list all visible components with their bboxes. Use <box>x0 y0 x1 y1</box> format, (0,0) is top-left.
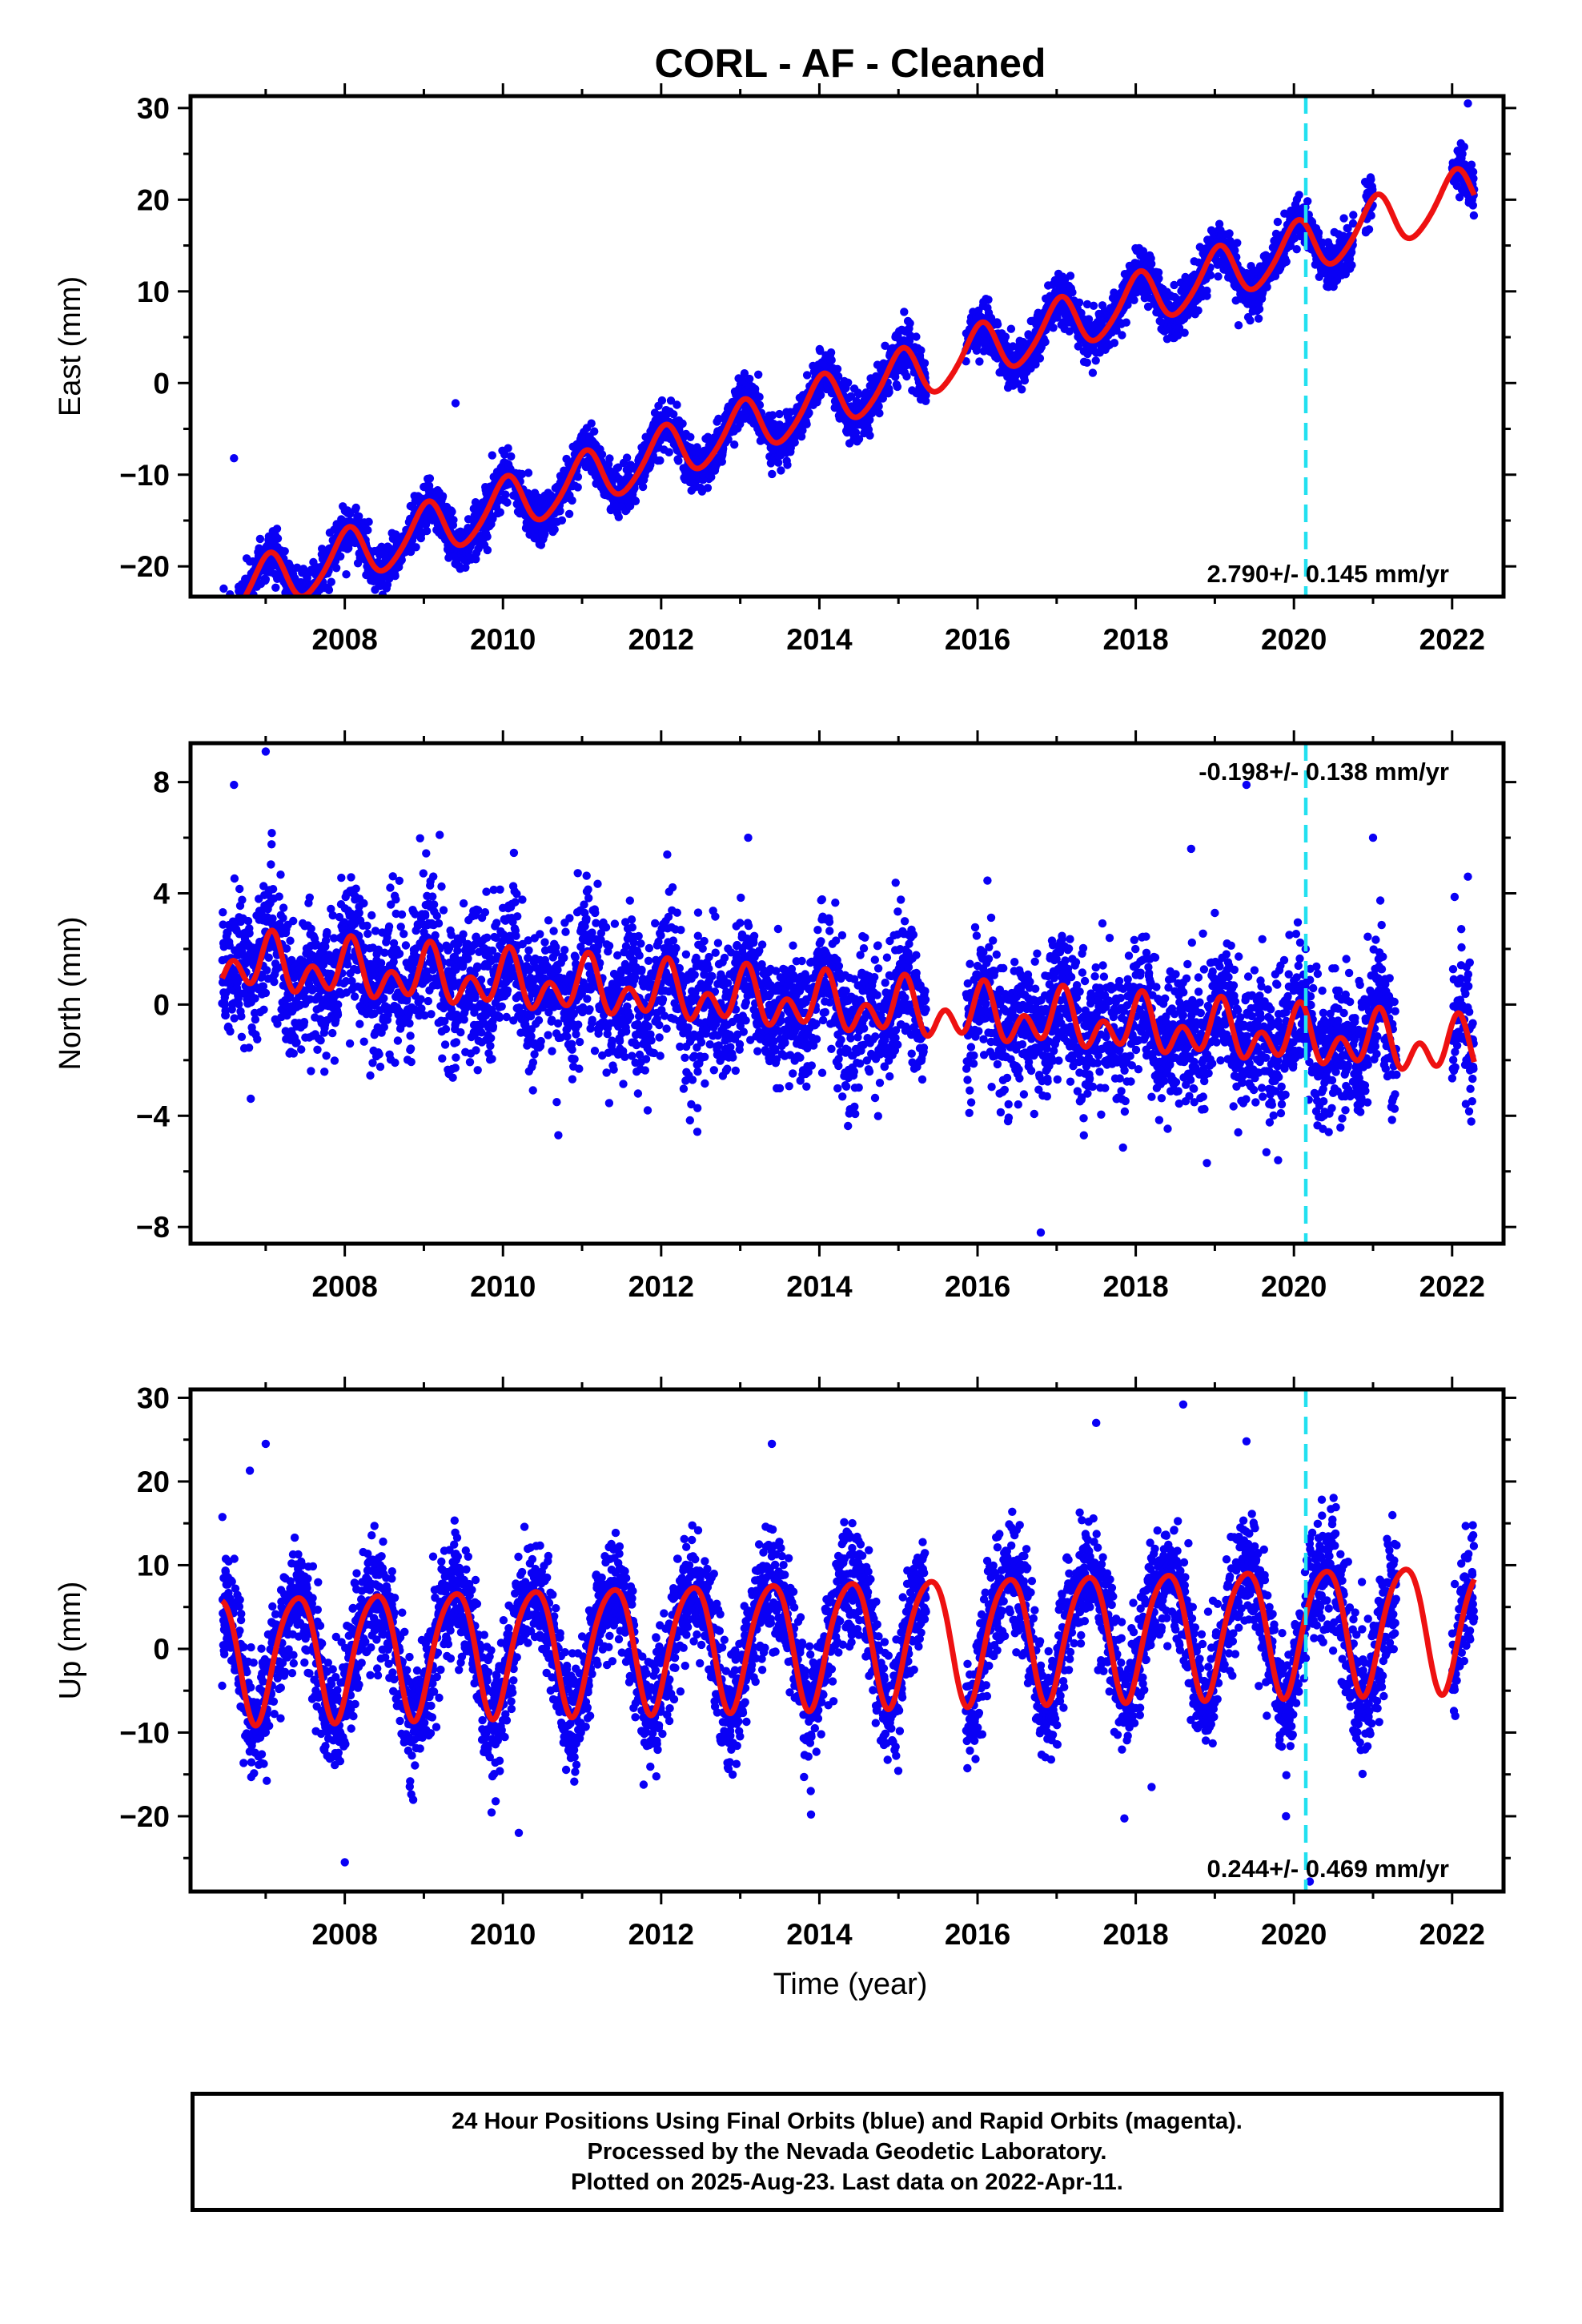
up-daily-positions <box>218 1400 1479 1886</box>
north-outlier-point <box>554 1131 563 1140</box>
up-x-tick-label: 2020 <box>1261 1918 1327 1951</box>
up-panel: 2008 2010 2012 2014 2016 2018 2020 2022 −20 −10 0 1… <box>54 1377 1516 1951</box>
east-x-tick-label: 2020 <box>1261 623 1327 656</box>
panels: 2008 2010 2012 2014 2016 2018 2020 2022−20−1001… <box>54 83 1516 1951</box>
east-x-tick-label: 2016 <box>945 623 1010 656</box>
figure-title: CORL - AF - Cleaned <box>655 41 1046 86</box>
up-x-tick-label: 2016 <box>945 1918 1010 1951</box>
up-outlier-point <box>1305 1877 1315 1886</box>
up-x-tick-label: 2014 <box>786 1918 853 1951</box>
north-x-tick-label: 2022 <box>1419 1270 1485 1303</box>
north-panel: 2008 2010 2012 2014 2016 2018 2020 2022 −8 −4 0 4 8 N… <box>54 730 1516 1303</box>
east-outlier-point <box>1464 99 1472 108</box>
up-y-tick-label: −20 <box>119 1800 170 1833</box>
north-outlier-point <box>744 833 753 842</box>
east-x-tick-label: 2022 <box>1419 623 1485 656</box>
up-x-tick-label: 2012 <box>628 1918 694 1951</box>
up-y-tick-label: 10 <box>137 1549 170 1582</box>
north-x-tick-label: 2014 <box>786 1270 853 1303</box>
north-x-tick-label: 2012 <box>628 1270 694 1303</box>
north-y-tick-label: −8 <box>136 1211 170 1244</box>
north-outlier-point <box>1203 1159 1211 1168</box>
north-outlier-point <box>1242 780 1251 790</box>
up-outlier-point <box>340 1858 349 1867</box>
north-x-tick-label: 2008 <box>311 1270 377 1303</box>
north-outlier-point <box>1464 872 1472 881</box>
up-y-axis-label: Up (mm) <box>54 1582 87 1700</box>
east-panel: 2008 2010 2012 2014 2016 2018 2020 2022 −20 −10 0 1… <box>54 83 1516 656</box>
up-x-tick-label: 2008 <box>311 1918 377 1951</box>
east-y-tick-label: 20 <box>137 183 170 216</box>
north-y-axis-label: North (mm) <box>54 916 87 1070</box>
north-y-tick-label: 8 <box>153 766 170 799</box>
up-outlier-point <box>767 1439 777 1449</box>
up-outlier-point <box>261 1439 271 1449</box>
up-outlier-point <box>1282 1811 1291 1821</box>
east-y-axis-label: East (mm) <box>54 276 87 416</box>
north-outlier-point <box>1036 1228 1046 1237</box>
east-x-tick-label: 2018 <box>1102 623 1168 656</box>
east-y-tick-label: 10 <box>137 275 170 308</box>
up-outlier-point <box>1178 1400 1188 1409</box>
east-x-tick-label: 2008 <box>311 623 377 656</box>
east-y-tick-label: 30 <box>137 92 170 125</box>
north-x-tick-label: 2020 <box>1261 1270 1327 1303</box>
up-velocity-label: 0.244+/- 0.469 mm/yr <box>1207 1855 1449 1883</box>
north-outlier-point <box>1368 833 1378 842</box>
up-outlier-point <box>1242 1437 1251 1446</box>
north-daily-positions <box>218 747 1478 1237</box>
north-x-tick-label: 2016 <box>945 1270 1010 1303</box>
north-velocity-label: -0.198+/- 0.138 mm/yr <box>1199 758 1449 786</box>
north-outlier-point <box>230 780 239 790</box>
north-y-tick-label: 0 <box>153 988 170 1021</box>
up-outlier-point <box>245 1466 255 1475</box>
north-outlier-point <box>1274 1156 1283 1165</box>
up-outlier-point <box>1147 1783 1156 1791</box>
north-y-tick-label: −4 <box>136 1100 171 1132</box>
east-outlier-point <box>1234 321 1243 330</box>
x-axis-label: Time (year) <box>773 1968 928 2001</box>
east-x-tick-label: 2010 <box>470 623 536 656</box>
north-model-curve <box>219 927 1477 1072</box>
footer-line-3: Plotted on 2025-Aug-23. Last data on 202… <box>571 2169 1123 2195</box>
up-y-tick-label: 20 <box>137 1466 170 1498</box>
east-model-curve <box>242 166 1477 597</box>
north-outlier-point <box>1186 844 1196 854</box>
east-outlier-point <box>230 454 239 463</box>
footer-line-2: Processed by the Nevada Geodetic Laborat… <box>587 2139 1107 2165</box>
east-x-tick-label: 2014 <box>786 623 853 656</box>
footer-line-1: 24 Hour Positions Using Final Orbits (bl… <box>452 2109 1243 2134</box>
east-velocity-label: 2.790+/- 0.145 mm/yr <box>1207 560 1449 588</box>
north-x-tick-label: 2018 <box>1102 1270 1168 1303</box>
up-model-curve <box>220 1566 1477 1729</box>
east-x-tick-label: 2012 <box>628 623 694 656</box>
north-outlier-point <box>261 747 271 756</box>
east-plot-frame <box>188 94 1506 599</box>
north-plot-frame <box>188 741 1506 1246</box>
east-outlier-point <box>1203 292 1211 300</box>
up-outlier-point <box>1092 1418 1101 1428</box>
east-outlier-point <box>451 399 460 408</box>
north-y-tick-label: 4 <box>153 878 170 911</box>
up-y-tick-label: −10 <box>119 1716 170 1749</box>
up-plot-frame <box>188 1387 1506 1894</box>
up-x-tick-label: 2018 <box>1102 1918 1168 1951</box>
east-y-tick-label: −20 <box>119 550 170 583</box>
up-outlier-point <box>514 1828 524 1837</box>
up-x-tick-label: 2010 <box>470 1918 536 1951</box>
footer-caption-box: 24 Hour Positions Using Final Orbits (bl… <box>191 2092 1504 2212</box>
east-y-tick-label: −10 <box>119 459 170 492</box>
up-x-tick-label: 2022 <box>1419 1918 1485 1951</box>
up-y-tick-label: 30 <box>137 1381 170 1414</box>
up-y-tick-label: 0 <box>153 1633 170 1666</box>
north-outlier-point <box>436 830 444 839</box>
north-x-tick-label: 2010 <box>470 1270 536 1303</box>
east-y-tick-label: 0 <box>153 367 170 400</box>
